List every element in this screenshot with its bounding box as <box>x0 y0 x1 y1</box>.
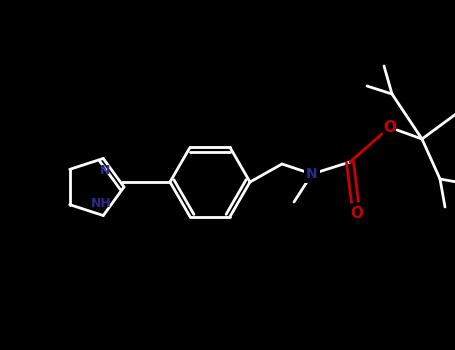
Text: O: O <box>384 120 396 135</box>
Text: N: N <box>100 164 111 177</box>
Text: NH: NH <box>91 197 111 210</box>
Text: O: O <box>350 206 364 222</box>
Text: N: N <box>306 167 318 181</box>
